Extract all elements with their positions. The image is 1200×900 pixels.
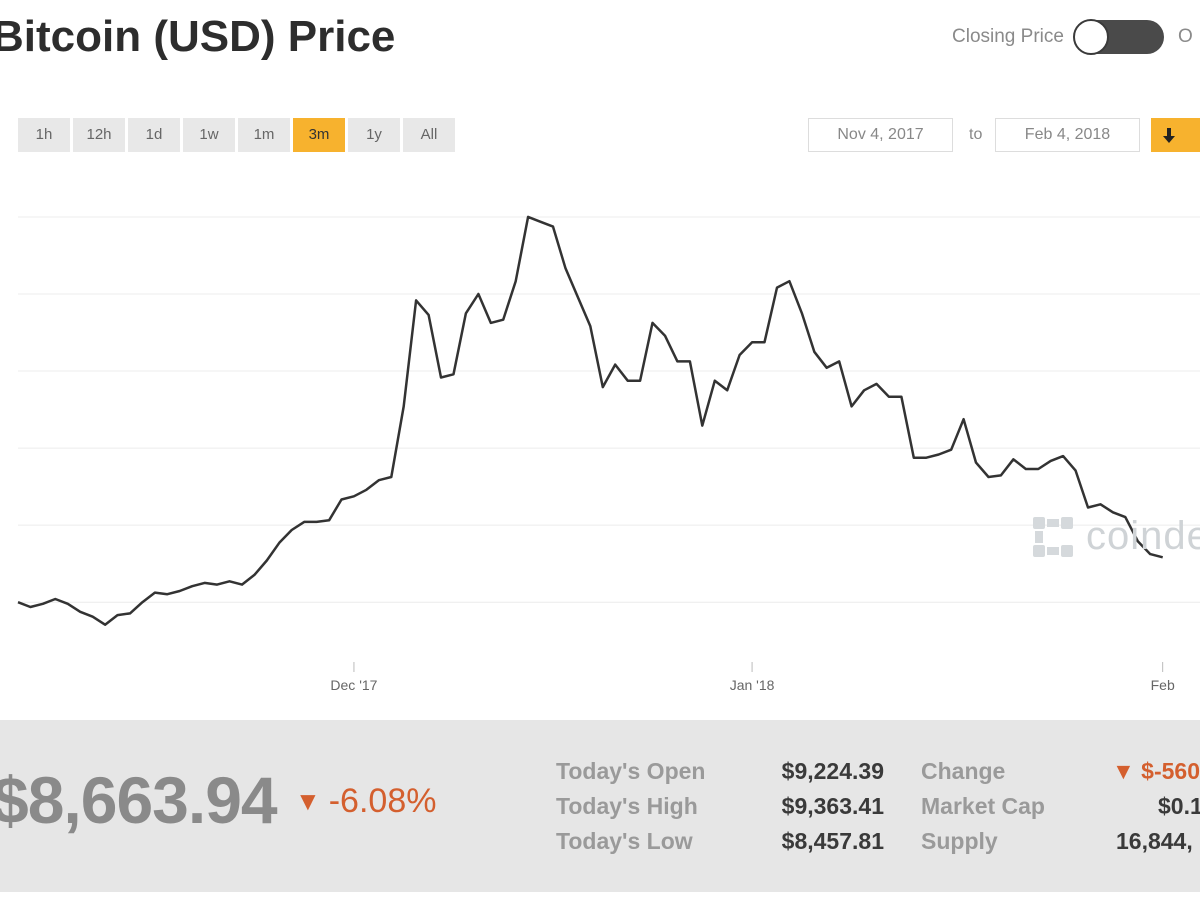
- todays-open-value: $9,224.39: [781, 758, 884, 784]
- ohlc-label: O: [1177, 26, 1193, 47]
- x-tick-label: Dec '17: [330, 677, 377, 693]
- todays-low-value: $8,457.81: [781, 828, 884, 854]
- market-cap-value: $0.1: [1158, 793, 1200, 819]
- coindesk-logo-icon: [1033, 516, 1073, 557]
- watermark-text: coindesk: [1086, 514, 1200, 558]
- price-chart: Dec '17 Jan '18 Feb: [17, 215, 1200, 693]
- todays-low-label: Today's Low: [556, 828, 693, 854]
- date-to-input[interactable]: Feb 4, 2018: [995, 118, 1140, 152]
- todays-high-value: $9,363.41: [781, 793, 884, 819]
- price-series-line: [17, 215, 1164, 626]
- change-value: ▼ $-560: [1112, 758, 1200, 785]
- x-tick-label: Jan '18: [730, 677, 775, 693]
- range-button-1w[interactable]: 1w: [183, 118, 235, 152]
- range-button-12h[interactable]: 12h: [73, 118, 125, 152]
- price-change-percent: ▼ -6.08%: [295, 782, 436, 821]
- date-from-input[interactable]: Nov 4, 2017: [808, 118, 953, 152]
- date-to-label: to: [969, 126, 983, 143]
- range-button-all[interactable]: All: [403, 118, 455, 152]
- range-button-1m[interactable]: 1m: [238, 118, 290, 152]
- market-cap-label: Market Cap: [921, 793, 1045, 819]
- todays-open-label: Today's Open: [556, 758, 706, 784]
- todays-high-label: Today's High: [556, 793, 698, 819]
- x-tick-label: Feb: [1151, 677, 1175, 693]
- change-percent-value: -6.08%: [328, 782, 437, 820]
- download-button[interactable]: [1151, 118, 1200, 152]
- change-amount: $-560: [1141, 758, 1200, 784]
- down-triangle-icon: ▼: [295, 786, 321, 816]
- change-label: Change: [921, 758, 1006, 784]
- time-range-selector: 1h 12h 1d 1w 1m 3m 1y All: [18, 118, 458, 152]
- range-button-1y[interactable]: 1y: [348, 118, 400, 152]
- closing-price-toggle-group: Closing Price O: [952, 19, 1193, 55]
- coindesk-watermark: coindesk: [1032, 514, 1200, 559]
- stats-bar: $8,663.94 ▼ -6.08% Today's Open $9,224.3…: [0, 720, 1200, 892]
- closing-price-label: Closing Price: [952, 26, 1064, 47]
- toggle-knob: [1072, 19, 1109, 55]
- current-price: $8,663.94: [0, 763, 278, 837]
- closing-price-toggle[interactable]: [1072, 19, 1164, 55]
- range-button-1d[interactable]: 1d: [128, 118, 180, 152]
- supply-label: Supply: [921, 828, 998, 854]
- page-title: Bitcoin (USD) Price: [0, 12, 396, 61]
- supply-value: 16,844,: [1116, 828, 1193, 854]
- range-button-3m[interactable]: 3m: [293, 118, 345, 152]
- change-down-icon: ▼: [1112, 758, 1142, 784]
- range-button-1h[interactable]: 1h: [18, 118, 70, 152]
- download-arrow-icon: [1163, 128, 1175, 144]
